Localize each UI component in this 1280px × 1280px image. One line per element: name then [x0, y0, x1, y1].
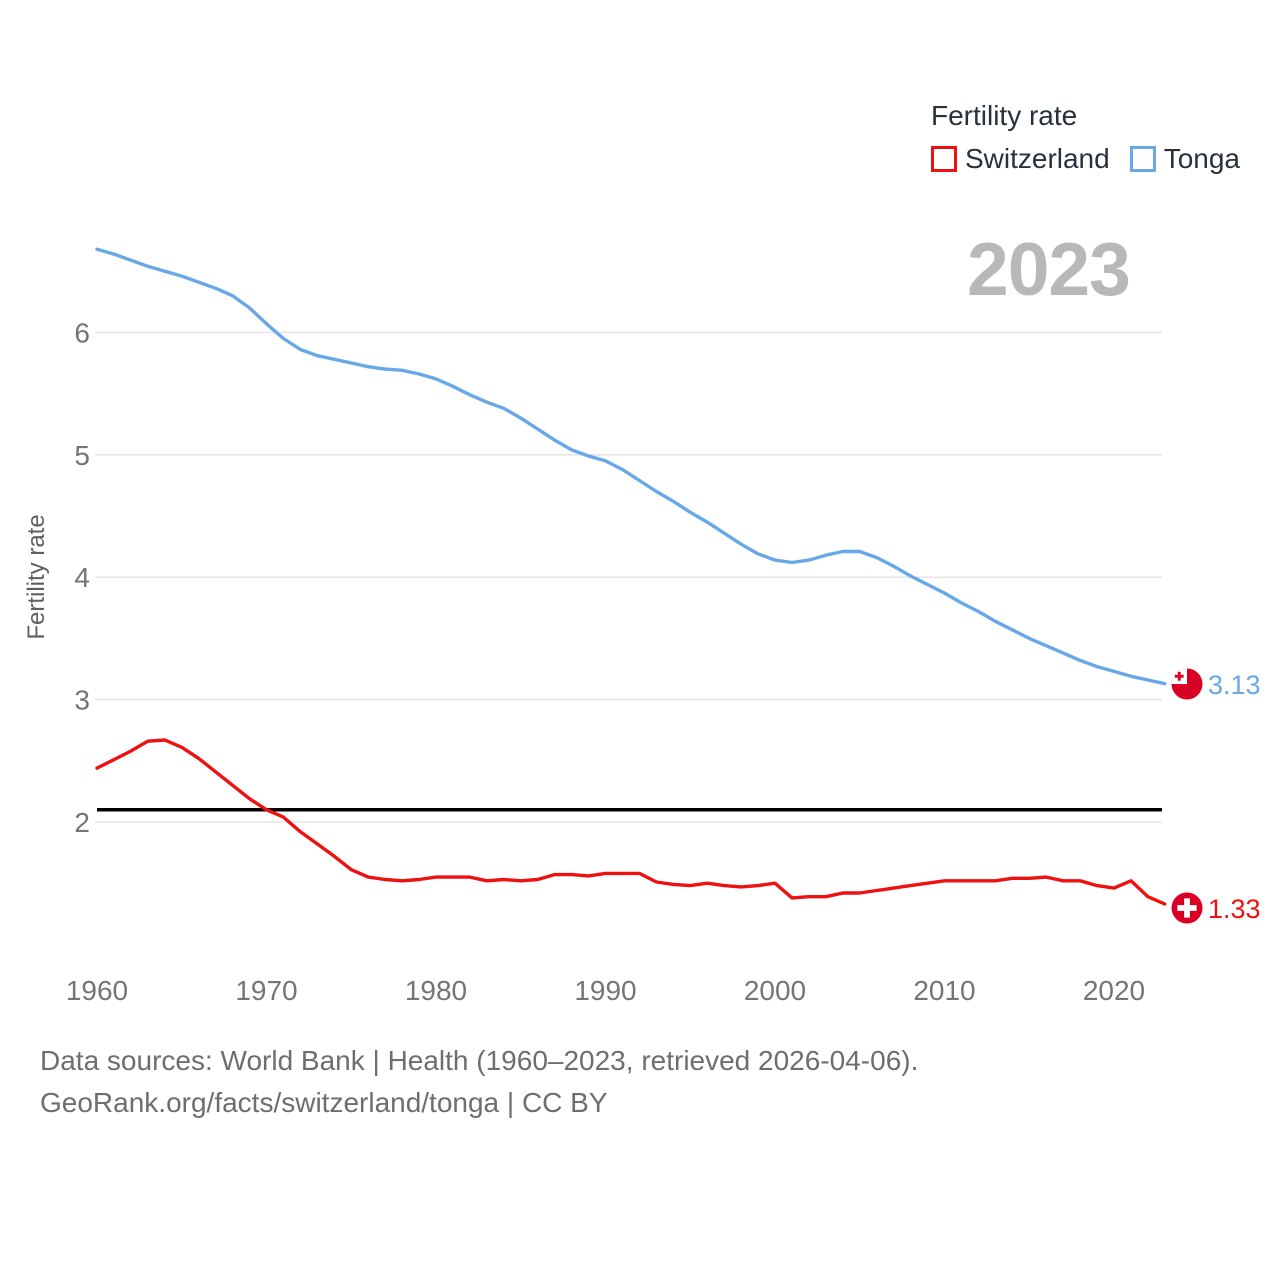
x-tick-label: 2010 [913, 975, 975, 1006]
grid-layer: 2 3 4 5 6 1960 1970 1980 1990 2000 2010 2020 [66, 317, 1162, 1006]
x-tick-label: 1990 [574, 975, 636, 1006]
x-tick-label: 2020 [1083, 975, 1145, 1006]
y-tick-label: 6 [74, 317, 90, 348]
x-tick-label: 2000 [744, 975, 806, 1006]
series-line-tonga [95, 247, 1167, 686]
switzerland-end-value: 1.33 [1208, 894, 1261, 924]
legend-item-label: Tonga [1163, 143, 1240, 174]
series-layer [95, 247, 1167, 906]
fertility-rate-chart: 2 3 4 5 6 1960 1970 1980 1990 2000 2010 2020 Fertil… [23, 247, 1261, 1006]
legend-item-switzerland[interactable]: Switzerland [930, 143, 1110, 175]
legend-title: Fertility rate [930, 100, 1078, 131]
tonga-end-value: 3.13 [1208, 670, 1261, 700]
x-tick-label: 1970 [235, 975, 297, 1006]
x-tick-label: 1960 [66, 975, 128, 1006]
series-line-switzerland [95, 738, 1167, 906]
legend: Fertility rate Switzerland Tonga [930, 100, 1240, 175]
switzerland-swatch-icon [930, 146, 957, 172]
y-tick-label: 3 [74, 685, 90, 716]
legend-item-tonga[interactable]: Tonga [1129, 143, 1240, 175]
y-tick-label: 2 [74, 807, 90, 838]
footer: Data sources: World Bank | Health (1960–… [40, 1040, 918, 1124]
footer-sources: Data sources: World Bank | Health (1960–… [40, 1045, 919, 1076]
legend-item-label: Switzerland [964, 143, 1110, 174]
year-badge: 2023 [967, 227, 1131, 311]
y-tick-label: 4 [74, 562, 90, 593]
y-tick-label: 5 [74, 440, 90, 471]
y-axis-title: Fertility rate [23, 514, 50, 639]
x-tick-label: 1980 [405, 975, 467, 1006]
legend-items: Switzerland Tonga [930, 143, 1240, 175]
switzerland-flag-icon [1171, 892, 1203, 924]
tonga-swatch-icon [1129, 146, 1156, 172]
footer-link: GeoRank.org/facts/switzerland/tonga | CC… [40, 1087, 608, 1118]
tonga-flag-icon [1171, 668, 1203, 700]
